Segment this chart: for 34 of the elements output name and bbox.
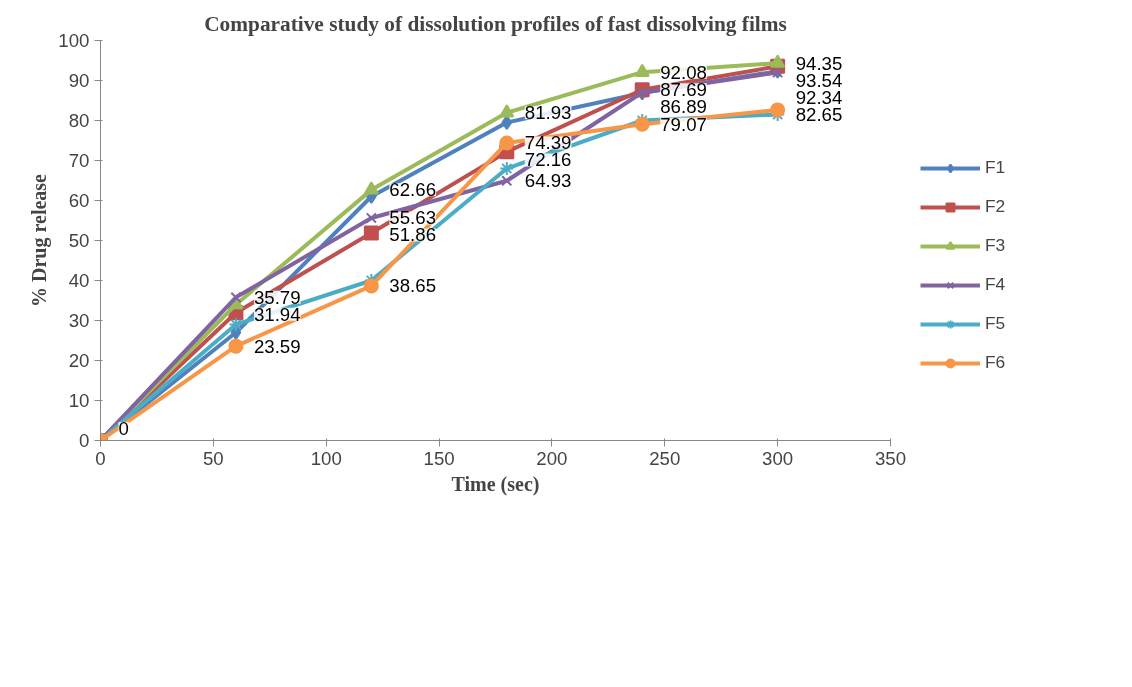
- y-tick-label: 90: [68, 70, 90, 91]
- y-tick-label: 100: [58, 30, 90, 51]
- chart-title: Comparative study of dissolution profiles of fast dissolving films: [204, 11, 787, 36]
- x-tick-label: 50: [202, 447, 224, 469]
- legend-label: F5: [985, 313, 1006, 334]
- x-tick-label: 150: [423, 447, 455, 469]
- x-tick-label: 0: [95, 447, 106, 469]
- data-label: 64.93: [524, 170, 572, 192]
- x-tick-label: 200: [536, 447, 568, 469]
- y-tick-label: 10: [68, 390, 90, 411]
- x-tick-label: 100: [310, 447, 342, 469]
- y-tick-label: 80: [68, 110, 90, 131]
- legend-label: F3: [985, 235, 1006, 256]
- x-axis-title: Time (sec): [451, 472, 540, 496]
- y-tick-label: 60: [68, 190, 90, 211]
- y-tick-label: 20: [68, 350, 90, 371]
- x-tick-label: 300: [762, 447, 794, 469]
- data-label: 81.93: [524, 102, 572, 124]
- y-tick-label: 50: [68, 230, 90, 251]
- y-tick-label: 70: [68, 150, 90, 171]
- x-tick-label: 350: [874, 447, 907, 469]
- legend-label: F1: [985, 157, 1006, 178]
- data-label: 23.59: [253, 335, 301, 357]
- data-label: 38.65: [389, 275, 437, 297]
- y-tick-label: 40: [68, 270, 90, 291]
- y-tick-label: 30: [68, 310, 90, 331]
- y-tick-label: 0: [79, 430, 90, 451]
- y-axis-title: % Drug release: [28, 173, 52, 307]
- legend-label: F2: [985, 196, 1006, 217]
- legend-label: F4: [985, 274, 1006, 295]
- data-label: 62.66: [389, 179, 437, 201]
- data-label: 0: [118, 418, 129, 439]
- x-tick-label: 250: [649, 447, 681, 469]
- legend-label: F6: [985, 352, 1006, 373]
